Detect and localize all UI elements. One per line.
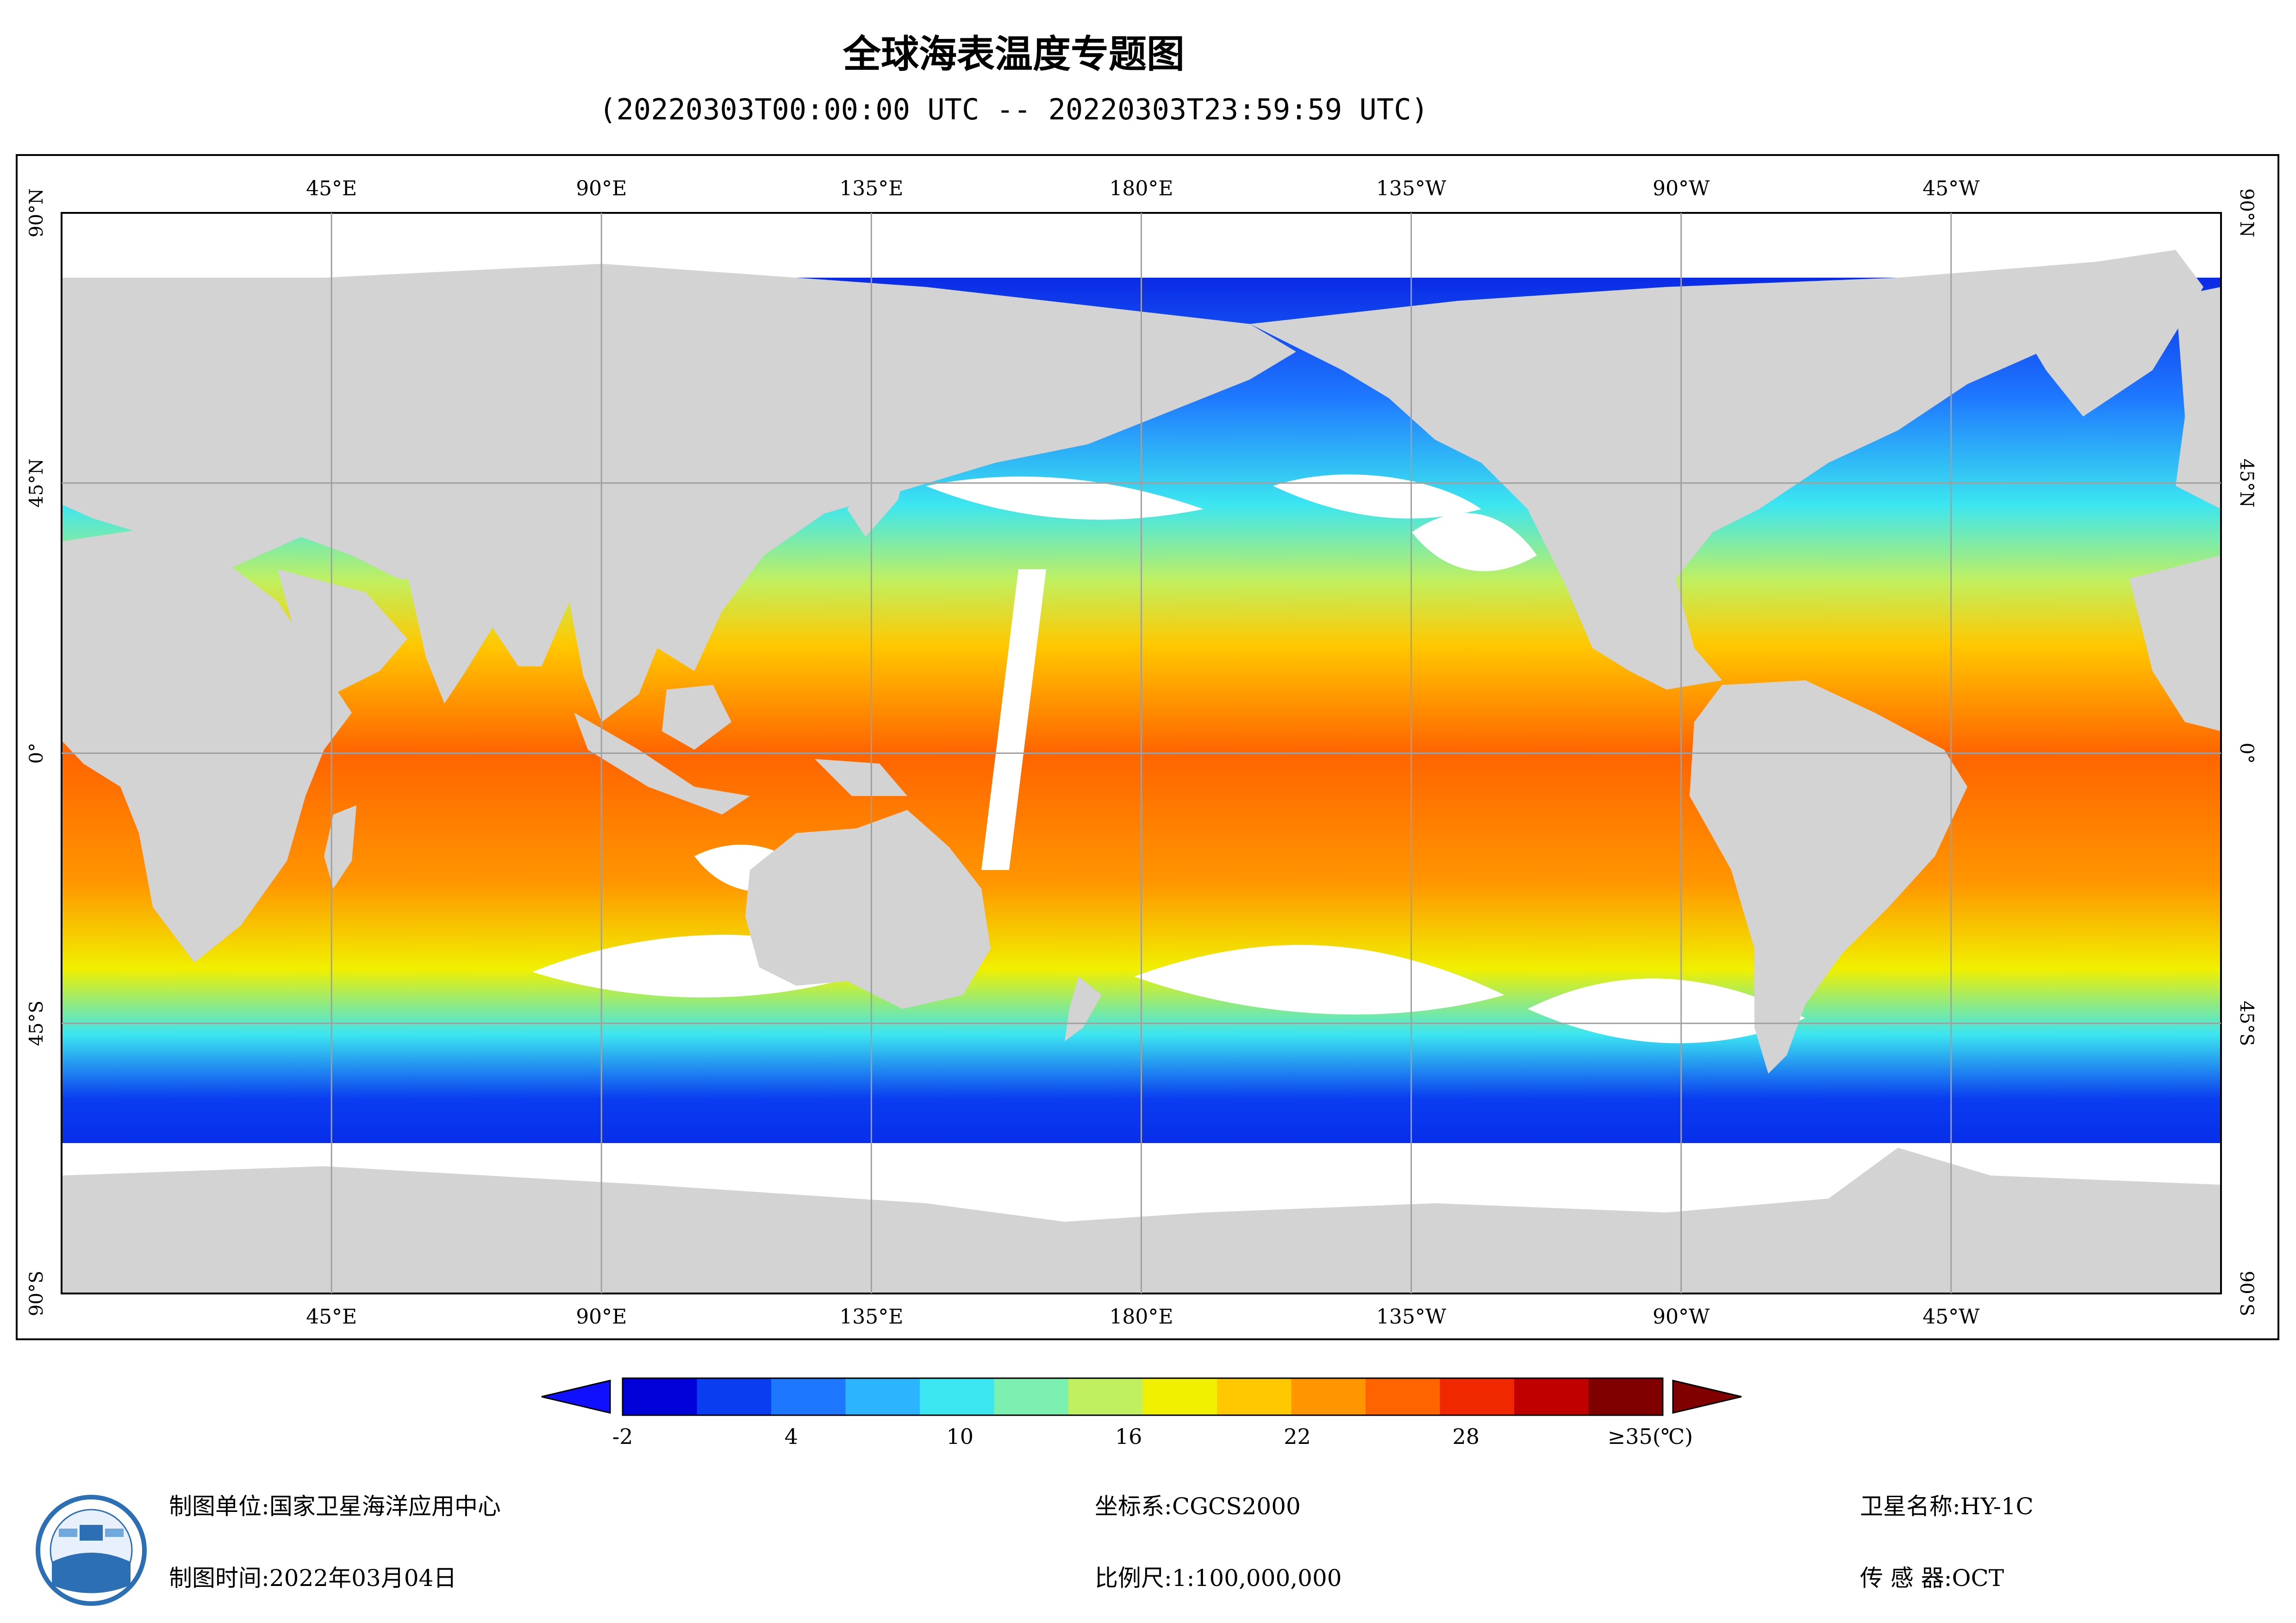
colorbar-swatches xyxy=(622,1377,1664,1416)
colorbar-tick-labels: -2 4 10 16 22 28 ≥35(℃) xyxy=(612,1424,1693,1449)
colorbar-swatch xyxy=(771,1378,846,1415)
graticule xyxy=(62,213,2221,1293)
right-latitude-label: 90°S xyxy=(2236,1271,2257,1316)
colorbar-tick-label: 4 xyxy=(785,1424,798,1449)
colorbar-swatch xyxy=(1440,1378,1515,1415)
left-latitude-labels: 90°N 45°N 0° 45°S 90°S xyxy=(26,188,47,1316)
colorbar-swatch xyxy=(1142,1378,1217,1415)
map-scale-value: 1:100,000,000 xyxy=(1172,1565,1342,1592)
land-new-guinea xyxy=(815,759,907,796)
mapping-time-label: 制图时间: xyxy=(169,1565,269,1592)
land-south-america xyxy=(1690,680,1967,1074)
nsoas-logo xyxy=(36,1495,147,1606)
colorbar-swatch xyxy=(1291,1378,1366,1415)
map-frame xyxy=(16,154,2279,1340)
top-longitude-label: 90°W xyxy=(1653,177,1710,200)
colorbar-tick-label: 16 xyxy=(1115,1424,1142,1449)
colorbar-outline xyxy=(622,1377,1664,1416)
satellite-name-value: HY-1C xyxy=(1960,1493,2034,1520)
bottom-longitude-label: 45°E xyxy=(306,1305,357,1329)
bottom-longitude-label: 90°W xyxy=(1653,1305,1710,1329)
page-title: 全球海表温度专题图 xyxy=(842,32,1185,76)
satellite-name: 卫星名称:HY-1C xyxy=(1860,1488,2034,1521)
left-latitude-label: 45°S xyxy=(26,1001,47,1046)
top-longitude-label: 90°E xyxy=(576,177,627,200)
satellite-name-label: 卫星名称: xyxy=(1860,1493,1960,1520)
left-latitude-label: 90°N xyxy=(26,188,47,237)
land-masses xyxy=(62,250,2221,1293)
colorbar-tick-label: 10 xyxy=(946,1424,973,1449)
bottom-longitude-label: 135°W xyxy=(1376,1305,1447,1329)
land-indochina xyxy=(569,602,657,722)
colorbar-swatch xyxy=(697,1378,772,1415)
sensor-value: OCT xyxy=(1952,1565,2004,1592)
land-australia xyxy=(745,810,991,1009)
land-japan xyxy=(847,463,907,537)
colorbar-swatch xyxy=(920,1378,995,1415)
mapping-time-value: 2022年03月04日 xyxy=(269,1565,457,1592)
colorbar-swatch xyxy=(623,1378,698,1415)
sensor-label: 传 感 器: xyxy=(1860,1565,1952,1592)
land-greenland xyxy=(1990,250,2203,417)
land-new-zealand xyxy=(1065,976,1102,1041)
top-longitude-label: 180°E xyxy=(1109,177,1173,200)
right-latitude-label: 0° xyxy=(2236,743,2257,764)
right-latitude-label: 90°N xyxy=(2236,188,2257,237)
land-western-europe xyxy=(2176,287,2221,509)
right-latitude-labels: 90°N 45°N 0° 45°S 90°S xyxy=(2236,188,2257,1316)
land-indonesia xyxy=(574,713,750,815)
top-longitude-label: 135°W xyxy=(1376,177,1447,200)
land-north-america xyxy=(1250,259,2129,690)
land-west-africa xyxy=(2129,555,2221,731)
colorbar-max-label: ≥35(℃) xyxy=(1608,1424,1693,1449)
colorbar-min-arrow xyxy=(541,1380,611,1414)
colorbar-swatch xyxy=(1217,1378,1292,1415)
land-borneo xyxy=(662,685,731,750)
sensor: 传 感 器:OCT xyxy=(1860,1560,2004,1593)
time-range-subtitle: (20220303T00:00:00 UTC -- 20220303T23:59… xyxy=(599,93,1429,126)
top-longitude-label: 45°W xyxy=(1922,177,1980,200)
bottom-longitude-label: 45°W xyxy=(1922,1305,1980,1329)
top-longitude-label: 45°E xyxy=(306,177,357,200)
colorbar-swatch xyxy=(845,1378,920,1415)
map-scale-label: 比例尺: xyxy=(1095,1565,1172,1592)
colorbar-tick-label: 22 xyxy=(1284,1424,1311,1449)
mapping-unit: 制图单位:国家卫星海洋应用中心 xyxy=(169,1488,501,1521)
colorbar-tick-label: -2 xyxy=(612,1424,633,1449)
bottom-longitude-label: 135°E xyxy=(839,1305,903,1329)
top-longitude-labels: 45°E 90°E 135°E 180°E 135°W 90°W 45°W xyxy=(306,177,1980,200)
right-latitude-label: 45°N xyxy=(2236,459,2257,508)
coordinate-system-value: CGCS2000 xyxy=(1172,1493,1301,1520)
mapping-time: 制图时间:2022年03月04日 xyxy=(169,1560,456,1593)
coordinate-system: 坐标系:CGCS2000 xyxy=(1095,1488,1301,1521)
coordinate-system-label: 坐标系: xyxy=(1095,1493,1172,1520)
colorbar-swatch xyxy=(994,1378,1069,1415)
mapping-unit-label: 制图单位: xyxy=(169,1493,269,1520)
mapping-unit-value: 国家卫星海洋应用中心 xyxy=(269,1493,501,1520)
bottom-longitude-label: 90°E xyxy=(576,1305,627,1329)
colorbar: -2 4 10 16 22 28 ≥35(℃) xyxy=(541,1377,1742,1449)
left-latitude-label: 45°N xyxy=(26,459,47,508)
left-latitude-label: 90°S xyxy=(26,1271,47,1316)
colorbar-swatch xyxy=(1514,1378,1589,1415)
bottom-longitude-labels: 45°E 90°E 135°E 180°E 135°W 90°W 45°W xyxy=(306,1305,1980,1329)
land-india xyxy=(407,574,500,703)
colorbar-swatch xyxy=(1588,1378,1663,1415)
colorbar-tick-label: 28 xyxy=(1453,1424,1480,1449)
top-longitude-label: 135°E xyxy=(839,177,903,200)
bottom-longitude-label: 180°E xyxy=(1109,1305,1173,1329)
right-latitude-label: 45°S xyxy=(2236,1001,2257,1046)
land-eurasia xyxy=(62,264,1296,671)
colorbar-swatch xyxy=(1366,1378,1441,1415)
left-latitude-label: 0° xyxy=(26,743,47,764)
colorbar-swatch xyxy=(1068,1378,1143,1415)
map-scale: 比例尺:1:100,000,000 xyxy=(1095,1560,1342,1593)
colorbar-max-arrow xyxy=(1672,1380,1742,1414)
land-africa xyxy=(62,528,352,963)
